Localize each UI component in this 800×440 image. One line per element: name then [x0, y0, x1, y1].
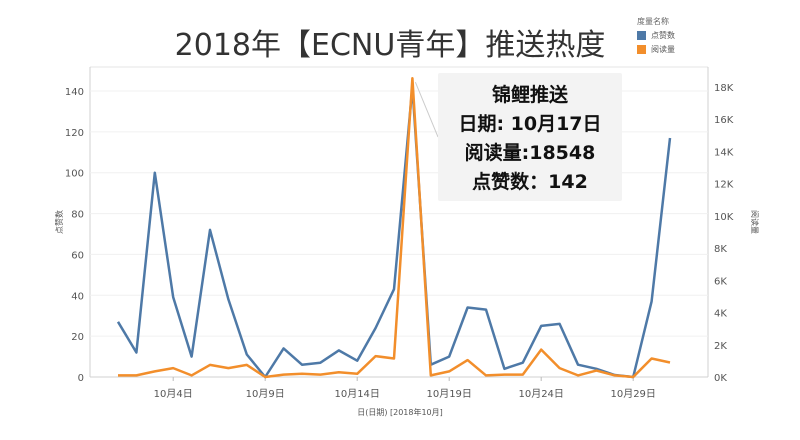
- x-tick-label: 10月19日: [426, 388, 471, 400]
- annotation-connector: [414, 81, 439, 138]
- legend-item-reads[interactable]: 阅读量: [637, 44, 787, 55]
- annotation-tooltip: 锦鲤推送 日期: 10月17日 阅读量:18548 点赞数：142: [438, 73, 622, 201]
- y-left-tick-label: 140: [65, 87, 84, 98]
- y-right-tick-label: 6K: [714, 276, 727, 287]
- annotation-title: 锦鲤推送: [491, 84, 568, 106]
- y-right-axis-title: 阅读量: [750, 210, 760, 234]
- y-right-tick-label: 16K: [714, 115, 734, 126]
- y-left-tick-label: 20: [71, 332, 84, 343]
- legend-label-reads: 阅读量: [651, 45, 675, 54]
- annotation-reads: 阅读量:18548: [464, 142, 596, 164]
- y-right-tick-label: 14K: [714, 147, 734, 158]
- y-left-tick-label: 40: [71, 291, 84, 302]
- y-right-tick-label: 4K: [714, 309, 727, 320]
- x-tick-label: 10月29日: [610, 388, 655, 400]
- x-tick-label: 10月24日: [518, 388, 563, 400]
- y-right-tick-label: 8K: [714, 244, 727, 255]
- y-left-tick-label: 80: [71, 210, 84, 221]
- annotation-date: 日期: 10月17日: [458, 113, 602, 135]
- annotation-likes: 点赞数：142: [472, 171, 588, 193]
- legend-label-likes: 点赞数: [651, 31, 675, 40]
- y-left-tick-label: 0: [78, 373, 84, 384]
- x-tick-label: 10月4日: [154, 388, 193, 400]
- y-left-tick-label: 100: [65, 169, 84, 180]
- x-tick-label: 10月14日: [334, 388, 379, 400]
- chart-title: 2018年【ECNU青年】推送热度: [174, 28, 606, 63]
- legend-item-likes[interactable]: 点赞数: [637, 30, 787, 41]
- y-right-tick-label: 12K: [714, 180, 734, 191]
- legend-swatch-reads: [637, 45, 646, 54]
- y-left-tick-label: 120: [65, 128, 84, 139]
- series-line-reads: [118, 76, 671, 379]
- legend: 度量名称 点赞数 阅读量: [637, 16, 787, 58]
- series-line-likes: [116, 85, 672, 379]
- x-axis-title: 日(日期) [2018年10月]: [357, 407, 443, 417]
- x-tick-label: 10月9日: [246, 388, 285, 400]
- y-right-tick-label: 10K: [714, 212, 734, 223]
- y-left-axis-title: 点赞数: [54, 210, 64, 234]
- y-right-tick-label: 18K: [714, 83, 734, 94]
- legend-swatch-likes: [637, 31, 646, 40]
- y-left-tick-label: 60: [71, 250, 84, 261]
- y-right-tick-label: 2K: [714, 341, 727, 352]
- y-right-tick-label: 0K: [714, 373, 727, 384]
- legend-title: 度量名称: [637, 17, 669, 26]
